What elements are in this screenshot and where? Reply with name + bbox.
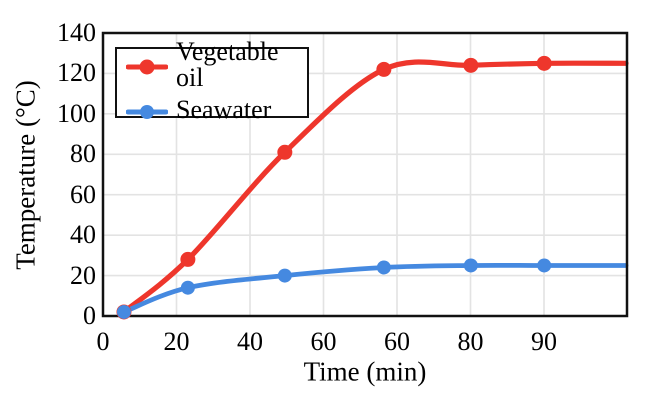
- data-point-vegetable-oil: [463, 57, 479, 73]
- data-point-seawater: [463, 258, 478, 273]
- x-tick-label: 80: [457, 327, 484, 356]
- x-tick-label: 90: [531, 327, 557, 356]
- x-tick-label: 20: [163, 327, 190, 356]
- legend-item-seawater: Seawater: [126, 97, 307, 126]
- y-tick-label: 80: [70, 139, 96, 169]
- y-tick-label: 0: [83, 301, 96, 330]
- blue-line-marker-sample-icon: [126, 104, 168, 119]
- series-line-seawater: [121, 262, 629, 315]
- data-point-seawater: [376, 260, 391, 275]
- data-point-seawater: [277, 268, 292, 283]
- y-axis-title: Temperature (°C): [10, 80, 41, 270]
- legend: Vegetable oil Seawater: [115, 39, 309, 123]
- y-tick-label: 140: [57, 18, 96, 47]
- x-axis-title: Time (min): [303, 356, 427, 387]
- y-tick-label: 20: [70, 260, 96, 290]
- data-point-seawater: [537, 258, 552, 273]
- x-tick-label: 60: [384, 327, 410, 356]
- y-tick-label: 120: [57, 58, 96, 88]
- data-point-vegetable-oil: [536, 55, 552, 71]
- y-tick-label: 60: [70, 179, 96, 209]
- red-line-marker-sample-icon: [126, 59, 168, 74]
- data-point-vegetable-oil: [376, 61, 392, 77]
- x-tick-label: 0: [96, 327, 110, 356]
- data-point-seawater: [180, 280, 195, 295]
- legend-item-vegetable-oil: Vegetable oil: [126, 39, 307, 94]
- legend-label-vegetable-oil: Vegetable oil: [176, 37, 279, 92]
- x-tick-label: 60: [310, 327, 337, 356]
- data-point-seawater: [116, 304, 131, 319]
- x-tick-label: 40: [237, 327, 263, 356]
- y-tick-label: 40: [70, 220, 96, 250]
- axis-frame: [101, 31, 629, 318]
- y-tick-label: 100: [57, 98, 96, 128]
- data-point-vegetable-oil: [277, 144, 293, 160]
- legend-label-seawater: Seawater: [176, 95, 272, 124]
- data-point-vegetable-oil: [180, 251, 196, 267]
